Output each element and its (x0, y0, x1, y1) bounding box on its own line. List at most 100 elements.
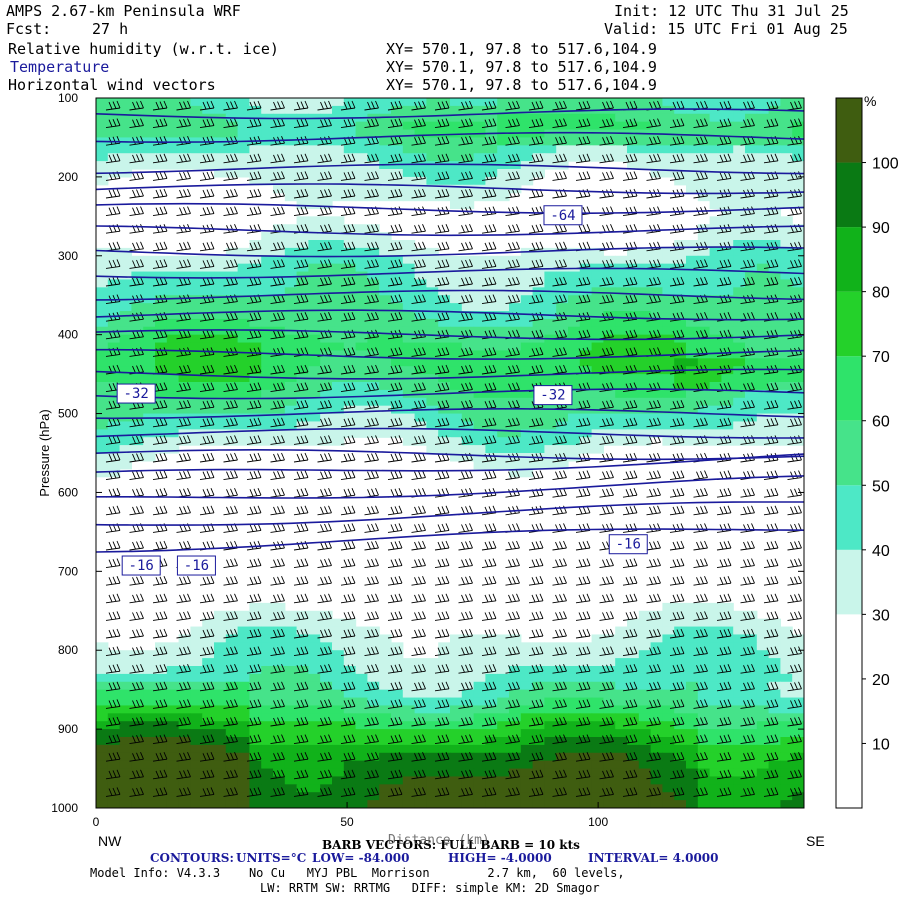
rh-cell (332, 666, 345, 675)
rh-cell (131, 776, 144, 785)
rh-cell (450, 311, 463, 320)
rh-cell (178, 705, 191, 714)
rh-cell (225, 642, 239, 651)
rh-cell (697, 689, 711, 699)
wind-barb (176, 171, 191, 181)
wind-barb (434, 364, 450, 375)
rh-cell (166, 397, 180, 407)
rh-cell (391, 658, 404, 667)
rh-cell (780, 689, 793, 699)
rh-cell (249, 342, 262, 352)
rh-cell (237, 618, 250, 628)
wind-barb (317, 206, 332, 217)
rh-cell (450, 200, 463, 210)
wind-barb (740, 347, 755, 357)
rh-cell (485, 105, 498, 115)
rh-cell (143, 689, 156, 699)
rh-cell (733, 326, 746, 336)
wind-barb (599, 593, 614, 604)
rh-cell (745, 153, 758, 162)
rh-cell (650, 169, 663, 178)
rh-cell (166, 389, 180, 399)
wind-barb (317, 312, 332, 322)
rh-cell (308, 752, 321, 762)
wind-barb (458, 224, 473, 234)
wind-barb (340, 382, 356, 393)
rh-cell (556, 460, 569, 470)
rh-cell (745, 666, 758, 675)
rh-cell (520, 113, 534, 123)
rh-cell (473, 405, 486, 415)
wind-barb (763, 100, 779, 111)
wind-barb (129, 400, 144, 410)
wind-barb (622, 118, 638, 129)
rh-cell (214, 342, 227, 352)
rh-cell (650, 681, 663, 691)
rh-cell (308, 784, 321, 793)
rh-cell (343, 105, 357, 115)
rh-cell (662, 737, 675, 746)
rh-cell (709, 713, 722, 722)
rh-cell (461, 287, 475, 296)
rh-cell (709, 744, 722, 754)
rh-cell (579, 752, 593, 762)
wind-barb (317, 611, 332, 621)
rh-cell (143, 429, 156, 438)
wind-barb (340, 664, 356, 674)
rh-cell (119, 776, 132, 785)
rh-cell (155, 776, 168, 785)
rh-cell (284, 729, 298, 738)
rh-cell (214, 437, 227, 446)
rh-cell (627, 658, 640, 667)
rh-cell (332, 247, 345, 257)
rh-cell (426, 658, 439, 667)
rh-cell (237, 366, 250, 375)
rh-cell (461, 389, 475, 399)
rh-cell (674, 752, 687, 762)
rh-cell (709, 768, 722, 778)
wind-barb (340, 505, 356, 516)
rh-cell (768, 129, 781, 139)
rh-cell (520, 382, 534, 391)
wind-barb (129, 576, 144, 586)
rh-cell (273, 271, 286, 281)
rh-cell (438, 342, 451, 352)
wind-barb (693, 558, 708, 569)
wind-barb (176, 523, 191, 533)
wind-barb (105, 452, 121, 463)
rh-cell (697, 429, 711, 438)
rh-cell (308, 263, 321, 273)
rh-cell (768, 176, 781, 186)
wind-barb (763, 417, 779, 428)
wind-barb (223, 646, 238, 657)
rh-cell (792, 705, 804, 714)
rh-cell (520, 413, 534, 423)
rh-cell (426, 792, 439, 801)
wind-barb (293, 769, 309, 780)
rh-cell (426, 247, 439, 257)
rh-cell (143, 161, 156, 170)
rh-cell (768, 98, 781, 107)
rh-cell (461, 792, 475, 801)
rh-cell (214, 610, 227, 620)
wind-barb (458, 312, 473, 322)
rh-cell (343, 318, 357, 328)
wind-barb (575, 452, 591, 463)
wind-barb (787, 752, 802, 762)
rh-cell (414, 429, 427, 438)
rh-cell (367, 176, 380, 186)
rh-cell (178, 800, 191, 808)
contour-label: -16 (184, 558, 209, 574)
wind-barb (176, 400, 191, 410)
rh-cell (367, 721, 380, 730)
wind-barb (270, 716, 285, 727)
rh-cell (485, 382, 498, 391)
wind-barb (716, 593, 732, 604)
rh-cell (733, 776, 746, 785)
rh-cell (332, 263, 345, 273)
wind-barb (693, 241, 708, 252)
rh-cell (674, 318, 687, 328)
wind-barb (434, 769, 450, 780)
rh-cell (603, 744, 616, 754)
rh-cell (568, 374, 581, 383)
